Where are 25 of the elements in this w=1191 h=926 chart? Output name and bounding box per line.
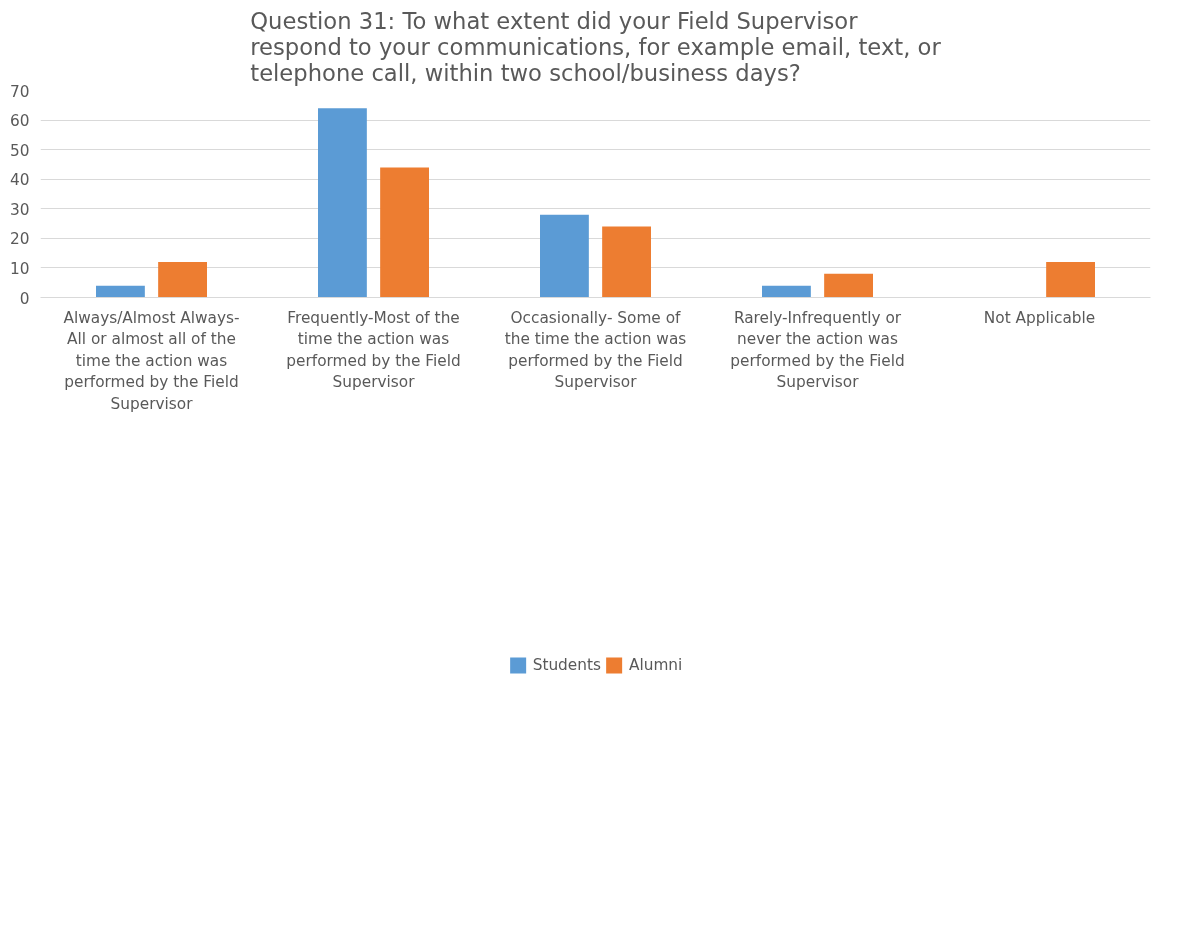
bar: [380, 167, 429, 298]
bar: [158, 262, 207, 298]
bar: [762, 285, 811, 298]
x-tick-label: Occasionally- Some of the time the action was performed by the Field Supervisor: [504, 308, 687, 392]
y-tick-label: 60: [10, 112, 30, 131]
bar: [318, 108, 367, 298]
chart-title: Question 31: To what extent did your Field Supervisor respond to your communications, for example email, text, or telephone call, within two school/business days?: [250, 7, 942, 86]
bar: [540, 214, 589, 298]
y-tick-label: 70: [10, 82, 30, 101]
y-tick-label: 40: [10, 171, 30, 190]
x-tick-label: Frequently-Most of the time the action was performed by the Field Supervisor: [286, 308, 461, 392]
bar: [602, 226, 651, 298]
legend-label: Students: [532, 656, 601, 674]
legend-label: Alumni: [628, 656, 683, 674]
y-tick-label: 20: [10, 230, 30, 249]
bar: [96, 285, 145, 298]
x-tick-label: Rarely-Infrequently or never the action was performed by the Field Supervisor: [730, 308, 905, 392]
y-tick-label: 10: [10, 259, 30, 278]
x-tick-label: Not Applicable: [983, 308, 1096, 327]
y-tick-label: 50: [10, 141, 30, 160]
y-tick-label: 30: [10, 200, 30, 219]
bar: [1046, 262, 1095, 298]
x-tick-label: Always/Almost Always- All or almost all of the time the action was performed by the Field Supervisor: [63, 308, 240, 413]
bar: [824, 273, 873, 298]
y-tick-label: 0: [19, 289, 30, 308]
